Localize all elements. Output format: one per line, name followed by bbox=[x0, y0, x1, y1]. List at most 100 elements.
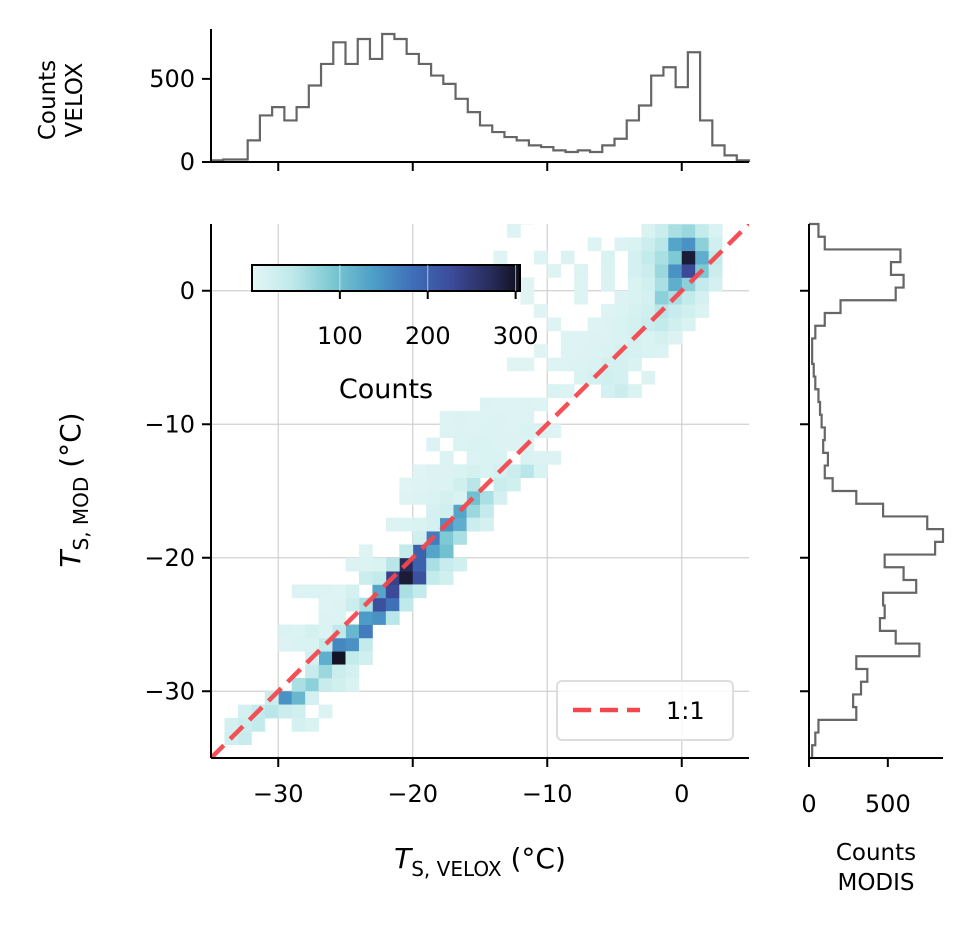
heatmap-cell bbox=[493, 450, 508, 465]
heatmap-cell bbox=[399, 491, 414, 505]
heatmap-cell bbox=[641, 224, 656, 238]
heatmap-cell bbox=[318, 611, 333, 625]
heatmap-cell bbox=[480, 517, 494, 532]
heatmap-cell bbox=[251, 717, 266, 732]
heatmap-cell bbox=[574, 264, 588, 278]
heatmap-cell bbox=[614, 290, 629, 305]
heatmap-cell bbox=[264, 704, 279, 719]
heatmap-cell bbox=[453, 557, 467, 572]
heatmap-cell bbox=[695, 290, 710, 305]
heatmap-cell bbox=[681, 264, 696, 278]
heatmap-cell bbox=[560, 330, 575, 345]
heatmap-cell bbox=[601, 330, 615, 345]
heatmap-cell bbox=[695, 250, 710, 265]
heatmap-cell bbox=[332, 664, 346, 679]
heatmap-cell bbox=[533, 250, 548, 265]
heatmap-cell bbox=[574, 344, 588, 358]
legend: 1:1 bbox=[556, 680, 734, 741]
heatmap-cell bbox=[318, 584, 333, 599]
heatmap-cell bbox=[601, 317, 615, 332]
heatmap-cell bbox=[426, 571, 441, 585]
heatmap-cell bbox=[305, 691, 319, 705]
heatmap-cell bbox=[641, 290, 656, 305]
heatmap-cell bbox=[547, 384, 562, 398]
heatmap-cells bbox=[224, 224, 723, 746]
heatmap-cell bbox=[668, 237, 683, 252]
heatmap-cell bbox=[480, 491, 494, 505]
heatmap-cell bbox=[668, 250, 683, 265]
heatmap-cell bbox=[533, 344, 548, 358]
heatmap-cell bbox=[318, 677, 333, 692]
heatmap-cell bbox=[641, 277, 656, 292]
heatmap-cell bbox=[547, 450, 562, 465]
heatmap-cell bbox=[627, 264, 642, 278]
heatmap-cell bbox=[654, 277, 669, 292]
heatmap-cell bbox=[412, 477, 427, 492]
heatmap-cell bbox=[318, 651, 333, 665]
heatmap-cell bbox=[466, 450, 481, 465]
top-y-tick-label: 500 bbox=[149, 65, 195, 93]
heatmap-cell bbox=[318, 704, 333, 719]
heatmap-cell bbox=[695, 237, 710, 252]
heatmap-cell bbox=[466, 504, 481, 519]
heatmap-cell bbox=[278, 624, 293, 639]
heatmap-cell bbox=[641, 264, 656, 278]
heatmap-cell bbox=[520, 224, 535, 225]
heatmap-cell bbox=[493, 424, 508, 438]
heatmap-cell bbox=[520, 464, 535, 479]
heatmap-cell bbox=[627, 250, 642, 265]
heatmap-cell bbox=[439, 544, 454, 559]
xlabel-subscript: S, VELOX bbox=[411, 857, 502, 881]
heatmap-cell bbox=[574, 370, 588, 385]
y-tick-label: −30 bbox=[144, 677, 195, 705]
colorbar: 100 200 300 Counts bbox=[251, 264, 539, 405]
heatmap-cell bbox=[453, 424, 467, 438]
top-y-tick-label: 0 bbox=[180, 148, 195, 176]
heatmap-cell bbox=[480, 424, 494, 438]
heatmap-cell bbox=[601, 264, 615, 278]
heatmap-cell bbox=[601, 250, 615, 265]
heatmap-cell bbox=[291, 691, 306, 705]
heatmap-cell bbox=[439, 450, 454, 465]
y-tick-label: 0 bbox=[180, 277, 195, 305]
heatmap-cell bbox=[224, 717, 239, 732]
heatmap-cell bbox=[627, 344, 642, 358]
colorbar-tick-label: 100 bbox=[317, 322, 363, 350]
heatmap-cell bbox=[681, 224, 696, 225]
heatmap-cell bbox=[574, 290, 588, 305]
heatmap-cell bbox=[614, 357, 629, 372]
heatmap-cell bbox=[412, 584, 427, 599]
heatmap-cell bbox=[345, 637, 360, 652]
heatmap-cell bbox=[480, 464, 494, 479]
heatmap-cell bbox=[627, 277, 642, 292]
heatmap-cell bbox=[668, 277, 683, 292]
heatmap-cell bbox=[466, 410, 481, 425]
heatmap-cell bbox=[372, 597, 387, 612]
heatmap-cell bbox=[412, 491, 427, 505]
x-tick-label: −10 bbox=[522, 780, 573, 808]
heatmap-cell bbox=[493, 397, 508, 412]
right-marginal-panel: 0 500 Counts MODIS bbox=[800, 222, 945, 896]
heatmap-cell bbox=[412, 571, 427, 585]
heatmap-cell bbox=[332, 597, 346, 612]
heatmap-cell bbox=[533, 464, 548, 479]
heatmap-cell bbox=[560, 344, 575, 358]
ylabel-unit: (°C) bbox=[54, 412, 87, 476]
heatmap-cell bbox=[654, 264, 669, 278]
heatmap-cell bbox=[358, 544, 373, 559]
heatmap-cell bbox=[641, 304, 656, 318]
heatmap-cell bbox=[480, 410, 494, 425]
heatmap-cell bbox=[453, 517, 467, 532]
top-ylabel-velox: VELOX bbox=[62, 62, 88, 137]
heatmap-cell bbox=[291, 624, 306, 639]
heatmap-cell bbox=[305, 664, 319, 679]
top-histogram-line bbox=[209, 32, 751, 162]
x-tick-label: 0 bbox=[674, 780, 689, 808]
heatmap-cell bbox=[426, 491, 441, 505]
heatmap-cell bbox=[332, 611, 346, 625]
heatmap-cell bbox=[587, 357, 602, 372]
heatmap-cell bbox=[641, 344, 656, 358]
heatmap-cell bbox=[574, 277, 588, 292]
heatmap-cell bbox=[520, 277, 535, 292]
heatmap-cell bbox=[426, 517, 441, 532]
